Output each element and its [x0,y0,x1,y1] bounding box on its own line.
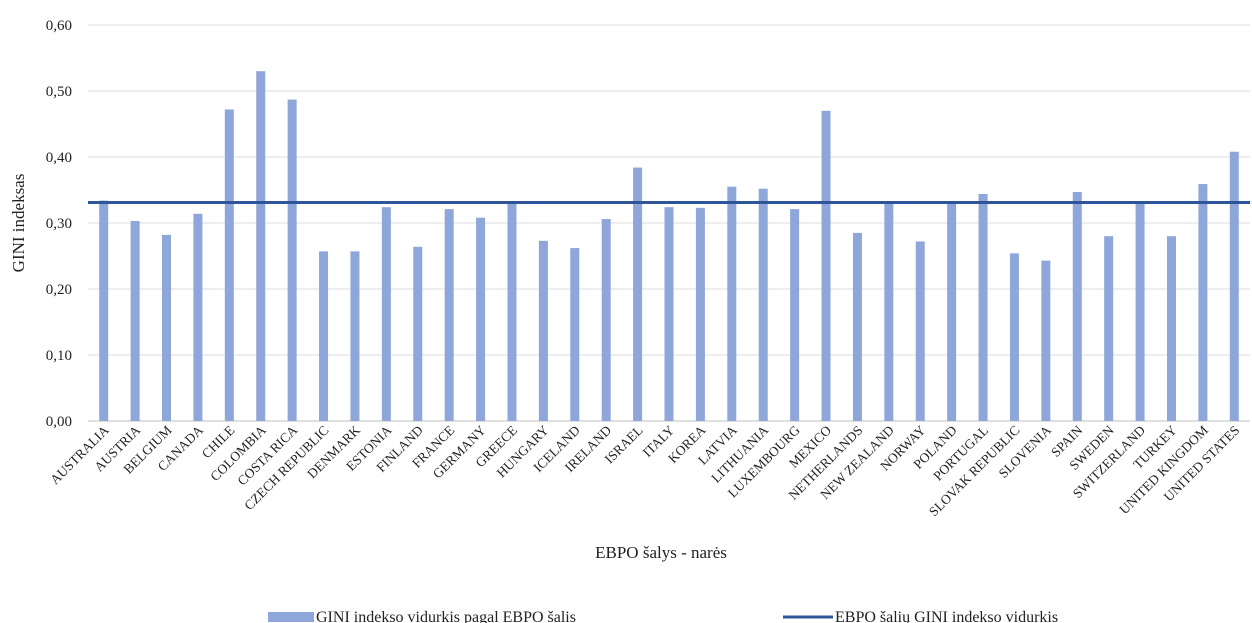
bar [224,109,234,421]
bar [162,234,172,421]
y-tick-label: 0,50 [46,84,72,100]
bar [507,201,517,421]
bar [130,221,140,421]
bar [790,209,800,421]
bar [695,207,705,421]
legend-line-label: EBPO šalių GINI indekso vidurkis [835,609,1058,623]
bar [256,71,266,421]
bar [915,241,925,421]
bar [1135,201,1145,421]
bar [978,193,988,421]
bar [633,167,643,421]
y-tick-label: 0,30 [46,216,72,232]
bar [947,201,957,421]
bar [99,200,109,421]
x-axis-ticks: AUSTRALIAAUSTRIABELGIUMCANADACHILECOLOMB… [47,422,1242,519]
bar [884,201,894,421]
legend-bar-label: GINI indekso vidurkis pagal EBPO šalis [316,609,576,623]
bar [821,110,831,422]
bar [1104,236,1114,421]
bar [601,219,611,421]
bar [1166,236,1176,421]
y-axis-title: GINI indeksas [9,174,28,273]
bar [1009,253,1019,421]
bar [1229,151,1239,421]
y-tick-label: 0,60 [46,18,72,34]
bar [287,99,297,421]
bar [538,240,548,421]
bars [99,71,1239,422]
bar [319,251,329,421]
y-tick-label: 0,00 [46,414,72,430]
bar [727,186,737,421]
bar [444,209,454,421]
bar [193,213,203,421]
bar [381,207,391,421]
bar [852,232,862,421]
bar [758,188,768,421]
y-tick-label: 0,20 [46,282,72,298]
bar [476,217,486,421]
x-axis-title: EBPO šalys - narės [595,543,727,562]
legend-bar-swatch [268,612,314,622]
bar [1072,191,1082,421]
bar [570,248,580,421]
bar [413,246,423,421]
bar [1041,260,1051,421]
y-tick-label: 0,40 [46,150,72,166]
y-tick-label: 0,10 [46,348,72,364]
bar [664,207,674,421]
bar [350,251,360,421]
bar [1198,184,1208,421]
y-axis-ticks: 0,00 0,10 0,20 0,30 0,40 0,50 0,60 [46,18,72,430]
legend: GINI indekso vidurkis pagal EBPO šalis E… [268,609,1058,623]
